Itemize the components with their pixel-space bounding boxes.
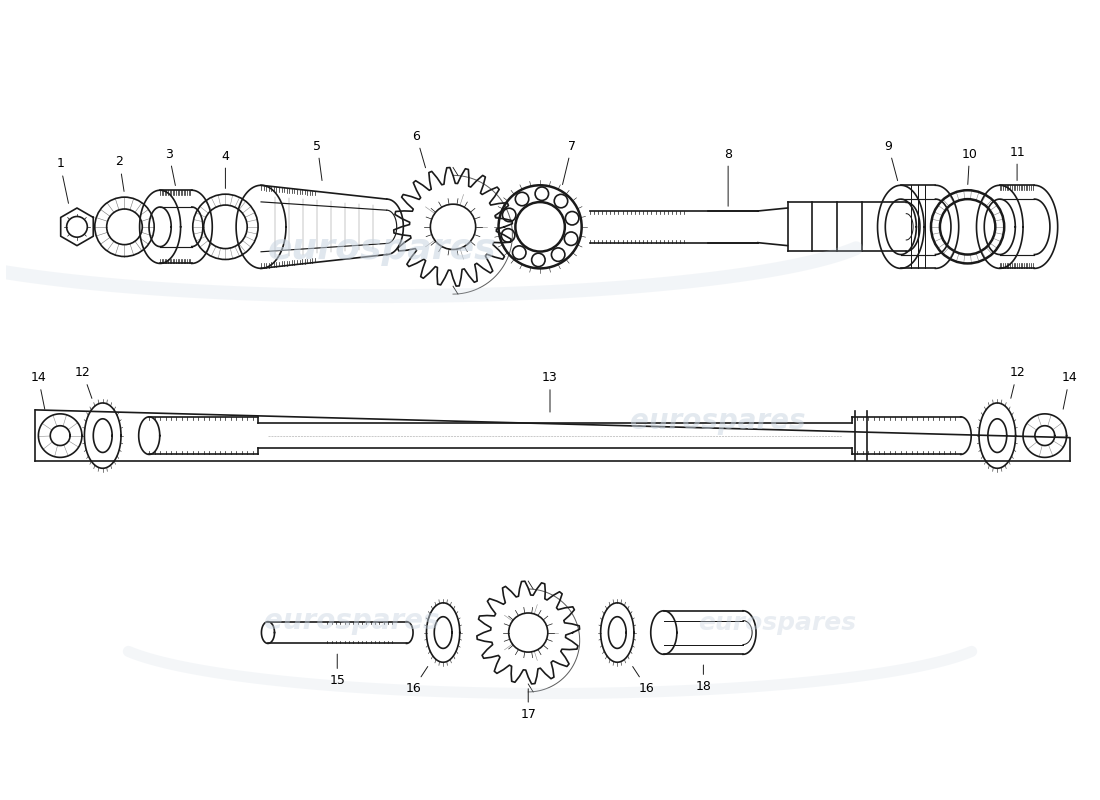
- Text: eurospares: eurospares: [267, 231, 496, 266]
- Text: 3: 3: [165, 147, 175, 186]
- Text: 18: 18: [695, 665, 712, 693]
- Text: 15: 15: [329, 654, 345, 687]
- Text: 6: 6: [412, 130, 426, 168]
- Text: 7: 7: [562, 140, 575, 185]
- Text: 12: 12: [1009, 366, 1025, 398]
- Text: eurospares: eurospares: [630, 406, 806, 434]
- Text: 14: 14: [1062, 371, 1077, 409]
- Text: eurospares: eurospares: [698, 610, 857, 634]
- Text: 16: 16: [632, 666, 654, 695]
- Text: 10: 10: [961, 147, 978, 185]
- Text: 14: 14: [31, 371, 46, 409]
- Text: 12: 12: [75, 366, 92, 398]
- Text: 2: 2: [116, 155, 124, 191]
- Text: 11: 11: [1009, 146, 1025, 181]
- Text: 1: 1: [56, 158, 68, 203]
- Text: 13: 13: [542, 371, 558, 412]
- Text: 16: 16: [406, 666, 428, 695]
- Text: 8: 8: [724, 147, 733, 206]
- Text: 9: 9: [884, 140, 898, 181]
- Text: 17: 17: [520, 689, 536, 721]
- Text: eurospares: eurospares: [264, 606, 440, 634]
- Text: 4: 4: [221, 150, 230, 189]
- Text: 5: 5: [314, 140, 322, 181]
